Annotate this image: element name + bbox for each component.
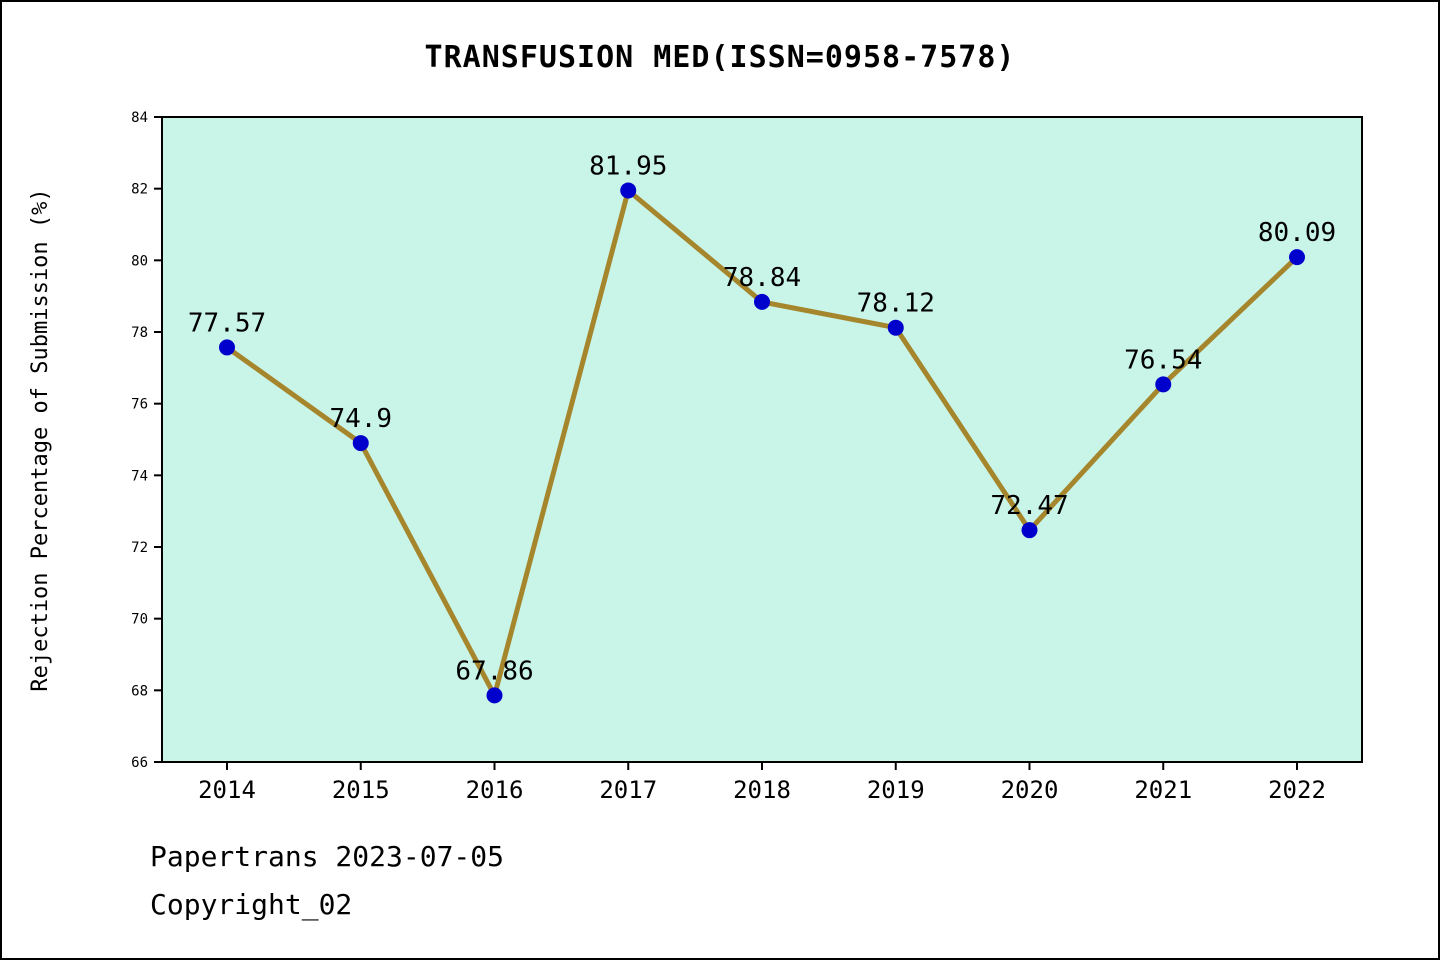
- data-point-label-2018: 78.84: [723, 263, 801, 293]
- x-tick-label: 2017: [599, 776, 657, 804]
- footer-copyright: Copyright_02: [150, 888, 353, 921]
- plot-area: [161, 116, 1363, 763]
- y-tick-label: 70: [131, 612, 148, 628]
- y-tick-label: 82: [131, 182, 148, 198]
- y-tick-label: 74: [131, 468, 148, 484]
- data-point-2016: [486, 687, 503, 704]
- data-point-2021: [1155, 376, 1172, 393]
- y-tick-label: 72: [131, 540, 148, 556]
- x-tick-label: 2018: [733, 776, 791, 804]
- data-point-2015: [352, 435, 369, 452]
- data-point-2022: [1289, 249, 1305, 266]
- x-tick-label: 2022: [1268, 776, 1326, 804]
- data-point-label-2021: 76.54: [1124, 345, 1202, 375]
- data-point-2017: [620, 182, 637, 199]
- data-point-label-2020: 72.47: [990, 491, 1068, 521]
- data-point-2014: [219, 339, 235, 356]
- data-point-label-2022: 80.09: [1258, 218, 1336, 248]
- data-point-label-2014: 77.57: [188, 308, 266, 338]
- y-tick-label: 68: [131, 683, 148, 699]
- x-tick-label: 2019: [867, 776, 925, 804]
- line-chart-canvas: 66 68 70 72 74 76 78 80 82 84 2014 2015 2016 2017 2018…: [131, 110, 1363, 804]
- y-tick-label: 76: [131, 397, 148, 413]
- data-point-2018: [754, 293, 770, 310]
- y-tick-label: 66: [131, 755, 148, 771]
- data-point-label-2019: 78.12: [857, 289, 935, 319]
- y-tick-label: 84: [131, 110, 148, 126]
- y-tick-label: 80: [131, 253, 148, 269]
- x-tick-label: 2015: [332, 776, 390, 804]
- footer-source-date: Papertrans 2023-07-05: [150, 840, 505, 873]
- chart-title: TRANSFUSION MED(ISSN=0958-7578): [424, 40, 1016, 75]
- x-tick-label: 2021: [1134, 776, 1192, 804]
- x-tick-label: 2016: [466, 776, 524, 804]
- x-tick-label: 2014: [198, 776, 256, 804]
- data-point-2019: [887, 319, 904, 336]
- y-tick-label: 78: [131, 325, 148, 341]
- data-point-2020: [1021, 522, 1038, 539]
- data-point-label-2016: 67.86: [455, 656, 533, 686]
- x-tick-label: 2020: [1001, 776, 1059, 804]
- data-point-label-2015: 74.9: [329, 404, 392, 434]
- data-point-label-2017: 81.95: [589, 151, 667, 181]
